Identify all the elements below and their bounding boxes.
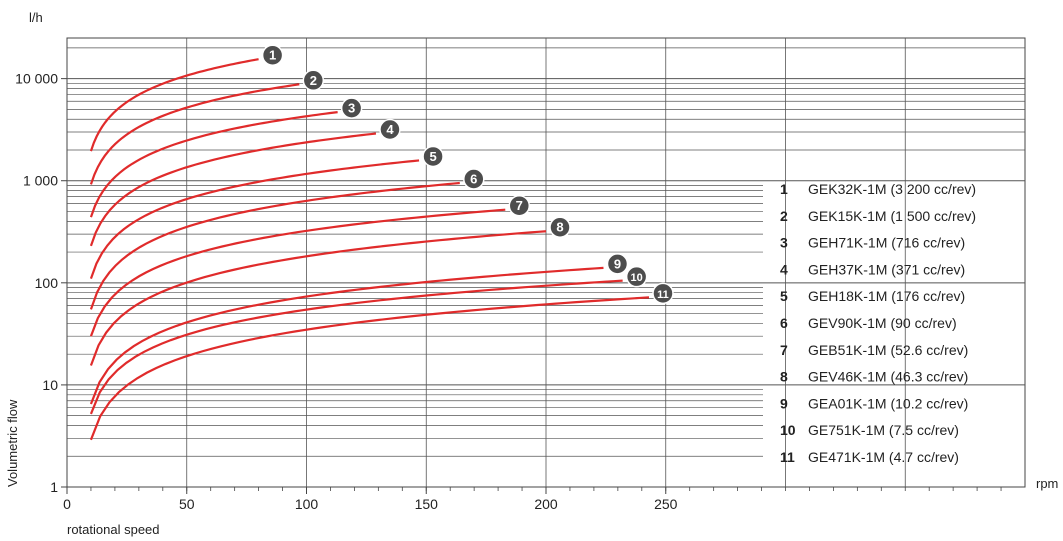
legend-number: 5 [780, 288, 788, 304]
series-marker-label: 6 [470, 171, 477, 186]
x-tick-label: 150 [415, 496, 439, 512]
legend-number: 3 [780, 235, 788, 251]
series-marker-label: 1 [269, 48, 276, 63]
x-tick-label: 50 [179, 496, 195, 512]
series-marker-5 [422, 145, 444, 168]
series-marker-2 [302, 69, 325, 92]
axis-ticks: 0 50 100 150 200 250 1 10 100 1 000 10 000 [15, 71, 1002, 512]
series-line-3 [89, 111, 338, 218]
y-tick-label: 100 [35, 275, 59, 291]
legend-number: 7 [780, 342, 788, 358]
x-tick-label: 100 [295, 496, 319, 512]
legend-number: 8 [780, 369, 788, 385]
legend-number: 9 [780, 395, 788, 411]
series-marker-1 [261, 44, 284, 66]
legend-entry: GEH18K-1M (176 cc/rev) [808, 288, 965, 304]
series-marker-label: 4 [386, 122, 394, 137]
legend-number: 10 [780, 422, 796, 438]
legend-number: 4 [780, 261, 788, 277]
y-tick-label: 10 [42, 377, 58, 393]
series-marker-label: 3 [348, 101, 355, 116]
series-marker-label: 9 [614, 256, 621, 271]
legend-number: 6 [780, 315, 788, 331]
legend-entry: GEH71K-1M (716 cc/rev) [808, 235, 965, 251]
series-marker-label: 5 [429, 149, 436, 164]
series-marker-label: 10 [631, 272, 643, 284]
legend-entry: GE471K-1M (4.7 cc/rev) [808, 449, 959, 465]
series-marker-label: 2 [310, 73, 317, 88]
x-tick-label: 200 [534, 496, 558, 512]
series-line-2 [89, 83, 300, 185]
series-marker-label: 7 [516, 198, 523, 213]
series-line-5 [89, 159, 420, 279]
y-unit-label: l/h [29, 10, 43, 25]
y-tick-label: 1 000 [23, 173, 58, 189]
legend-number: 11 [780, 449, 795, 465]
series-marker-6 [463, 168, 485, 190]
y-tick-label: 1 [50, 479, 58, 495]
x-tick-label: 0 [63, 496, 71, 512]
series-marker-9 [606, 253, 629, 275]
x-tick-label: 250 [654, 496, 678, 512]
series-marker-label: 11 [657, 289, 669, 301]
series-line-10 [89, 279, 623, 415]
legend-entry: GEK32K-1M (3 200 cc/rev) [808, 181, 976, 197]
series-curves [89, 58, 650, 441]
series-line-4 [89, 132, 377, 247]
y-tick-label: 10 000 [15, 71, 58, 87]
grid [66, 37, 1026, 488]
series-marker-10 [625, 265, 648, 288]
x-unit-label: rpm [1036, 476, 1058, 491]
x-axis-label: rotational speed [67, 522, 160, 537]
legend-entry: GEK15K-1M (1 500 cc/rev) [808, 208, 976, 224]
series-marker-7 [508, 194, 531, 217]
legend-number: 1 [780, 181, 788, 197]
series-marker-8 [549, 216, 571, 238]
legend-entry: GEV90K-1M (90 cc/rev) [808, 315, 957, 331]
series-line-9 [89, 266, 604, 405]
series-line-8 [89, 230, 547, 366]
y-axis-label: Volumetric flow [5, 399, 20, 487]
series-marker-label: 8 [556, 220, 563, 235]
legend: 1 GEK32K-1M (3 200 cc/rev) 2 GEK15K-1M (1 5… [780, 181, 976, 465]
legend-number: 2 [780, 208, 788, 224]
legend-entry: GE751K-1M (7.5 cc/rev) [808, 422, 959, 438]
legend-entry: GEV46K-1M (46.3 cc/rev) [808, 369, 968, 385]
legend-entry: GEB51K-1M (52.6 cc/rev) [808, 342, 968, 358]
legend-entry: GEA01K-1M (10.2 cc/rev) [808, 395, 968, 411]
series-marker-3 [340, 97, 363, 119]
legend-entry: GEH37K-1M (371 cc/rev) [808, 261, 965, 277]
series-line-11 [89, 296, 650, 441]
series-marker-4 [379, 118, 401, 141]
series-marker-11 [652, 282, 674, 305]
series-line-1 [89, 58, 259, 152]
series-line-7 [89, 208, 506, 337]
series-line-6 [89, 181, 460, 310]
series-markers: 1 2 3 4 5 6 7 8 9 10 11 [261, 44, 674, 305]
